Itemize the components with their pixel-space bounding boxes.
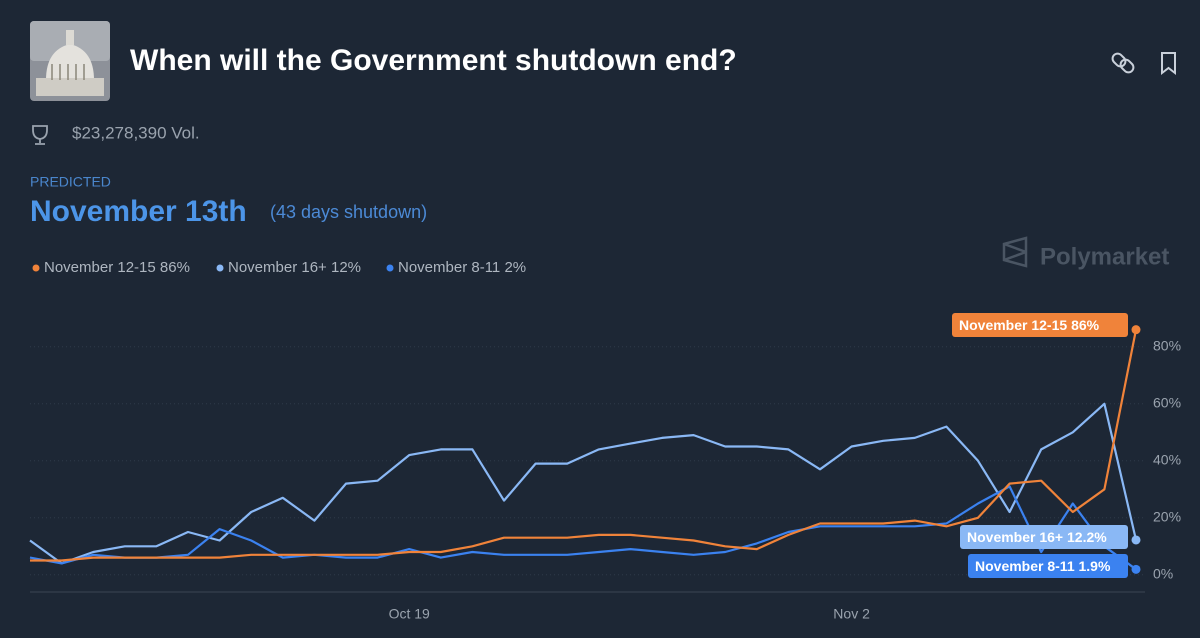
end-label-box [968, 554, 1128, 578]
legend-swatch [216, 264, 224, 272]
x-tick-label: Nov 2 [833, 606, 870, 622]
legend-entry: November 12-15 86% [44, 259, 190, 276]
brand-name: Polymarket [1040, 243, 1169, 270]
legend: November 12-15 86% November 16+ 12% Novemb… [32, 259, 526, 276]
legend-name: November 16+ [228, 259, 327, 276]
end-label: November 16+ 12.2% [967, 529, 1107, 545]
legend-value: 86% [160, 259, 190, 276]
end-label-value: 1.9% [1079, 558, 1111, 574]
link-icon[interactable] [1111, 52, 1136, 75]
end-dot [1131, 325, 1141, 335]
series-line [29, 485, 1137, 571]
end-label-value: 86% [1071, 317, 1100, 333]
y-tick-label: 60% [1153, 394, 1181, 410]
market-image [30, 21, 110, 101]
trophy-icon [32, 125, 48, 145]
legend-entry: November 16+ 12% [228, 259, 361, 276]
end-label-name: November 12-15 [959, 317, 1067, 333]
legend-entry: November 8-11 2% [398, 259, 526, 276]
predicted-value: November 13th [30, 195, 247, 228]
end-label-name: November 16+ [967, 529, 1063, 545]
volume: $23,278,390 Vol. [72, 123, 200, 142]
predicted-label: PREDICTED [30, 174, 111, 190]
series-line [29, 402, 1138, 565]
end-dot [1131, 564, 1141, 574]
y-tick-label: 80% [1153, 337, 1181, 353]
y-tick-label: 40% [1153, 451, 1181, 467]
end-dot [1131, 535, 1141, 545]
x-tick-label: Oct 19 [389, 606, 430, 622]
end-label: November 12-15 86% [959, 317, 1100, 333]
legend-name: November 12-15 [44, 259, 156, 276]
predicted-note: (43 days shutdown) [270, 202, 427, 222]
bookmark-icon[interactable] [1161, 52, 1176, 76]
end-label: November 8-11 1.9% [975, 558, 1111, 574]
end-label-box [960, 525, 1128, 549]
market-title: When will the Government shutdown end? [130, 44, 737, 77]
brand: Polymarket [1002, 236, 1169, 270]
legend-name: November 8-11 [398, 259, 500, 276]
end-label-name: November 8-11 [975, 558, 1075, 574]
legend-swatch [32, 264, 40, 272]
end-label-box [952, 313, 1128, 337]
end-label-value: 12.2% [1067, 529, 1107, 545]
y-tick-label: 20% [1153, 508, 1181, 524]
legend-value: 12% [331, 259, 361, 276]
series-line [30, 329, 1138, 562]
y-tick-label: 0% [1153, 565, 1173, 581]
legend-value: 2% [504, 259, 526, 276]
plot: 0% 20% 40% 60% 80% Oct 19 Nov 2 November 12-15 … [29, 313, 1181, 622]
legend-swatch [386, 264, 394, 272]
